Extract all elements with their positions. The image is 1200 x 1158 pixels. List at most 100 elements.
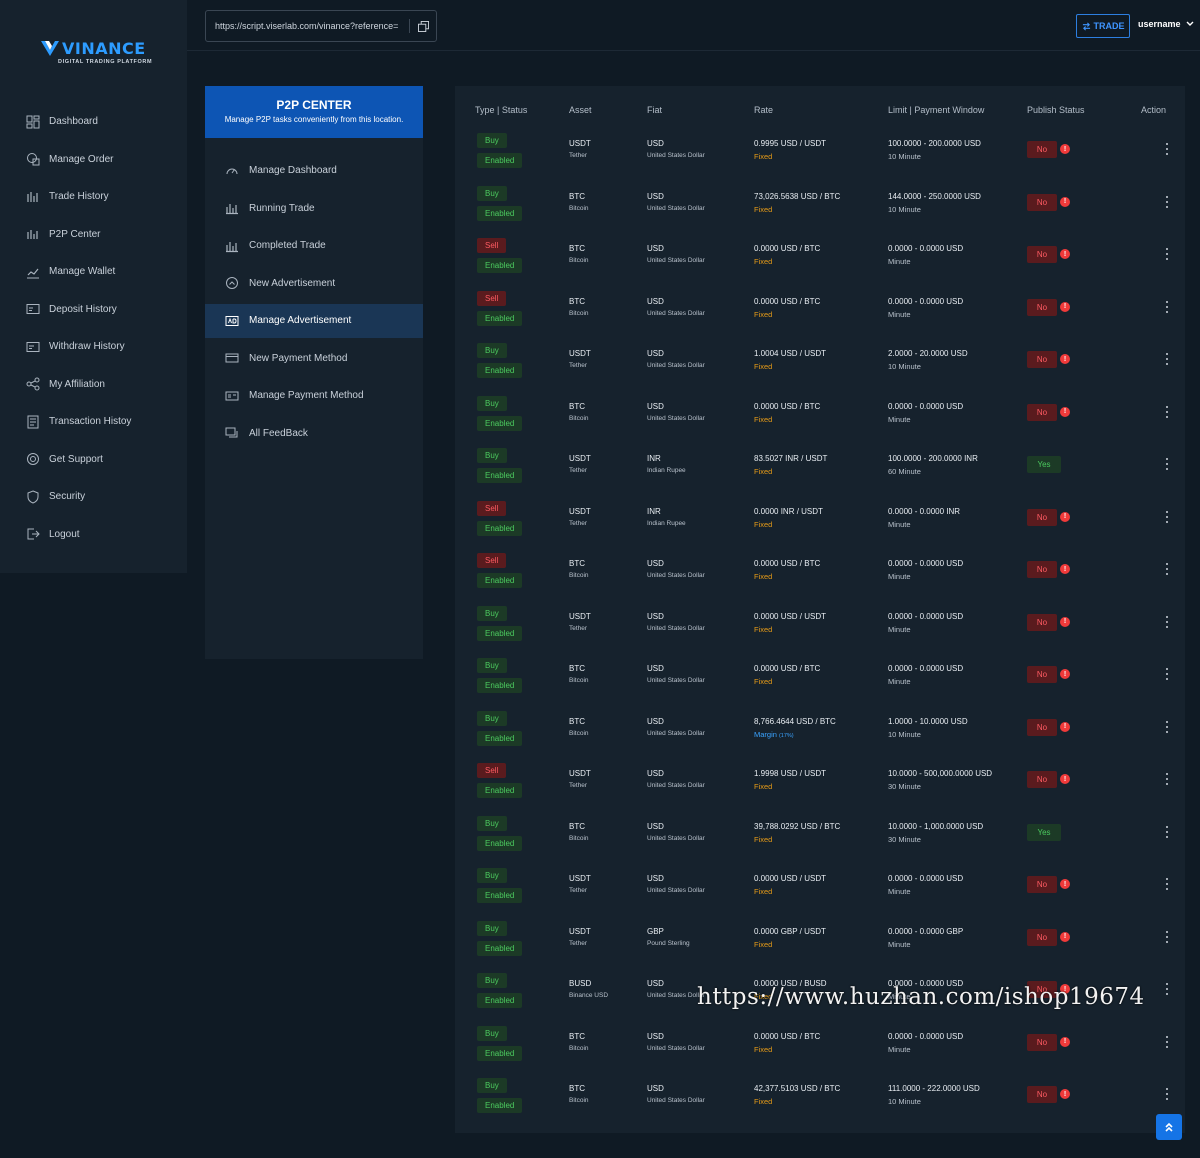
kebab-dot-icon [1166, 153, 1168, 155]
info-icon[interactable]: ! [1060, 879, 1070, 889]
p2p-item-manage-dashboard[interactable]: Manage Dashboard [205, 154, 423, 188]
p2p-item-completed-trade[interactable]: Completed Trade [205, 229, 423, 263]
header-asset: Asset [569, 105, 592, 115]
sidebar-item-my-affiliation[interactable]: My Affiliation [0, 366, 187, 404]
action-menu-button[interactable] [1163, 1087, 1171, 1101]
sidebar-item-dashboard[interactable]: Dashboard [0, 103, 187, 141]
action-menu-button[interactable] [1163, 562, 1171, 576]
action-menu-button[interactable] [1163, 825, 1171, 839]
info-icon[interactable]: ! [1060, 931, 1070, 942]
action-menu-button[interactable] [1163, 142, 1171, 156]
action-menu-button[interactable] [1163, 405, 1171, 419]
kebab-dot-icon [1166, 1045, 1168, 1048]
sidebar-item-withdraw-history[interactable]: Withdraw History [0, 328, 187, 366]
kebab-dot-icon [1166, 983, 1168, 985]
p2p-item-running-trade[interactable]: Running Trade [205, 192, 423, 226]
action-menu-button[interactable] [1163, 457, 1171, 471]
limit-range: 10.0000 - 1,000.0000 USD [888, 821, 984, 831]
action-menu-button[interactable] [1163, 772, 1171, 786]
sidebar-item-get-support[interactable]: Get Support [0, 441, 187, 479]
sidebar-item-transaction-histoy[interactable]: Transaction Histoy [0, 403, 187, 441]
publish-status-badge: No [1027, 666, 1057, 683]
fiat-code: USD [647, 139, 664, 148]
info-icon[interactable]: ! [1060, 144, 1070, 154]
referral-url-input[interactable]: https://script.viserlab.com/vinance?refe… [215, 21, 399, 31]
action-menu-button[interactable] [1163, 615, 1171, 629]
asset-code: BTC [569, 1084, 585, 1093]
vinance-logo-icon [41, 41, 59, 56]
kebab-dot-icon [1166, 253, 1168, 255]
asset-code: USDT [569, 874, 591, 883]
referral-url-box[interactable]: https://script.viserlab.com/vinance?refe… [205, 10, 437, 42]
action-menu-button[interactable] [1163, 667, 1171, 681]
payment-window: 10 Minute [888, 1097, 921, 1106]
p2p-item-all-feedback[interactable]: All FeedBack [205, 417, 423, 451]
fiat-code: USD [647, 1031, 664, 1041]
rate-value: 0.0000 INR / USDT [754, 506, 823, 516]
watermark-text: https://www.huzhan.com/ishop19674 [697, 984, 1145, 1010]
info-icon[interactable]: ! [1060, 354, 1070, 364]
brand-logo[interactable]: VINANCE DIGITAL TRADING PLATFORM [40, 38, 152, 65]
fiat-name: United States Dollar [647, 152, 705, 159]
action-menu-button[interactable] [1163, 930, 1171, 944]
info-icon[interactable]: ! [1060, 774, 1070, 784]
rate-type: Fixed [754, 677, 772, 686]
action-menu-button[interactable] [1163, 300, 1171, 314]
asset-name: Bitcoin [569, 309, 589, 317]
asset-name: Bitcoin [569, 414, 589, 422]
sidebar: VINANCE DIGITAL TRADING PLATFORM Dashboa… [0, 0, 187, 573]
p2p-item-manage-advertisement[interactable]: Manage Advertisement [205, 304, 423, 338]
fiat-code: USD [647, 191, 664, 201]
action-menu-button[interactable] [1163, 352, 1171, 366]
info-icon[interactable]: ! [1060, 564, 1070, 574]
rate-type: Fixed [754, 992, 772, 1001]
info-icon[interactable]: ! [1060, 196, 1070, 207]
info-icon[interactable]: ! [1060, 984, 1070, 994]
sidebar-item-p2p-center[interactable]: P2P Center [0, 216, 187, 254]
action-menu-button[interactable] [1163, 1035, 1171, 1049]
user-menu[interactable]: username [1138, 19, 1194, 29]
sidebar-item-trade-history[interactable]: Trade History [0, 178, 187, 216]
copy-button[interactable] [410, 20, 436, 32]
action-menu-button[interactable] [1163, 720, 1171, 734]
sidebar-item-security[interactable]: Security [0, 478, 187, 516]
status-badge: Enabled [477, 888, 523, 903]
asset-code: USDT [569, 506, 591, 516]
fiat-name: Pound Sterling [647, 939, 690, 947]
p2p-item-new-payment-method[interactable]: New Payment Method [205, 342, 423, 376]
table-row: Buy Enabled BTC Bitcoin USD United States Dol… [455, 179, 1185, 232]
info-icon[interactable]: ! [1060, 616, 1070, 627]
info-icon[interactable]: ! [1060, 721, 1070, 732]
info-icon[interactable]: ! [1060, 1089, 1070, 1099]
payment-window: Minute [888, 309, 911, 319]
trade-button[interactable]: TRADE [1076, 14, 1130, 38]
sidebar-item-logout[interactable]: Logout [0, 516, 187, 554]
status-badge: Enabled [477, 940, 523, 956]
info-icon[interactable]: ! [1060, 1036, 1070, 1047]
p2p-item-label: Manage Advertisement [249, 315, 352, 327]
type-badge: Sell [477, 238, 507, 253]
rate-type: Fixed [754, 205, 772, 214]
action-menu-button[interactable] [1163, 982, 1171, 996]
info-icon[interactable]: ! [1060, 406, 1070, 417]
payment-window: Minute [888, 1044, 911, 1054]
action-menu-button[interactable] [1163, 247, 1171, 261]
action-menu-button[interactable] [1163, 877, 1171, 891]
bar-chart-icon [225, 239, 239, 253]
sidebar-item-deposit-history[interactable]: Deposit History [0, 291, 187, 329]
p2p-item-new-advertisement[interactable]: New Advertisement [205, 267, 423, 301]
sidebar-item-manage-wallet[interactable]: Manage Wallet [0, 253, 187, 291]
rate-type-label: Fixed [754, 414, 773, 424]
info-icon[interactable]: ! [1060, 511, 1070, 522]
type-badge: Sell [477, 500, 507, 516]
action-menu-button[interactable] [1163, 195, 1171, 209]
info-icon[interactable]: ! [1060, 249, 1070, 259]
p2p-item-manage-payment-method[interactable]: Manage Payment Method [205, 379, 423, 413]
type-badge: Buy [477, 710, 507, 726]
sidebar-item-manage-order[interactable]: Manage Order [0, 141, 187, 179]
info-icon[interactable]: ! [1060, 669, 1070, 679]
action-menu-button[interactable] [1163, 510, 1171, 524]
rate-type-label: Fixed [754, 887, 773, 896]
scroll-top-button[interactable] [1156, 1114, 1182, 1140]
info-icon[interactable]: ! [1060, 301, 1070, 312]
